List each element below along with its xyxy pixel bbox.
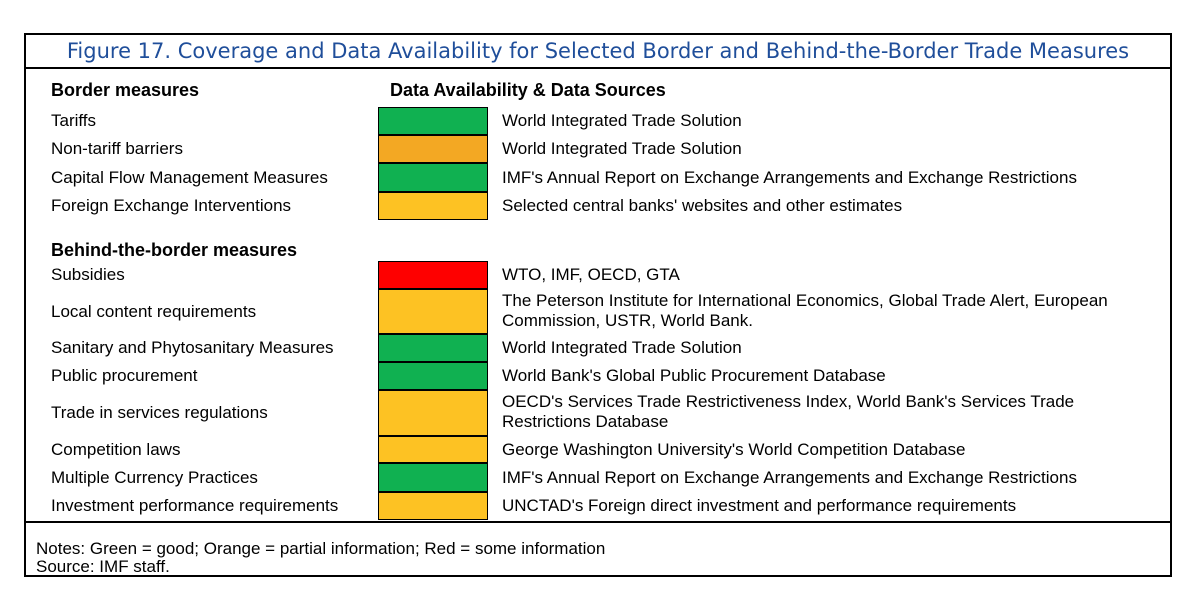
measure-row: Non-tariff barriers World Integrated Trad… [26, 135, 1170, 163]
data-source-text: World Integrated Trade Solution [502, 338, 742, 357]
measure-label: Subsidies [51, 265, 125, 284]
availability-swatch-yellow [378, 289, 488, 334]
data-source-text: George Washington University's World Com… [502, 440, 966, 459]
measure-row: Capital Flow Management Measures IMF's An… [26, 163, 1170, 192]
measure-row: Multiple Currency Practices IMF's Annual … [26, 463, 1170, 492]
measure-label: Public procurement [51, 366, 198, 385]
figure-title: Figure 17. Coverage and Data Availabilit… [26, 35, 1170, 69]
border-measures-header: Border measures [51, 80, 200, 100]
data-source-text: Selected central banks' websites and oth… [502, 196, 903, 215]
data-source-text: The Peterson Institute for International… [502, 291, 1108, 330]
figure-frame: Figure 17. Coverage and Data Availabilit… [24, 33, 1172, 577]
availability-swatch-red [378, 261, 488, 289]
measure-label: Capital Flow Management Measures [51, 168, 328, 187]
availability-swatch-orange [378, 135, 488, 163]
data-source-text: IMF's Annual Report on Exchange Arrangem… [502, 168, 1077, 187]
measure-label: Tariffs [51, 111, 97, 130]
measure-row: Public procurement World Bank's Global Pu… [26, 362, 1170, 390]
measure-label: Non-tariff barriers [51, 139, 183, 158]
data-source-text: IMF's Annual Report on Exchange Arrangem… [502, 468, 1077, 487]
availability-swatch-green [378, 107, 488, 135]
availability-swatch-green [378, 163, 488, 192]
availability-swatch-green [378, 334, 488, 362]
measure-label: Trade in services regulations [51, 403, 268, 422]
measure-label: Sanitary and Phytosanitary Measures [51, 338, 334, 357]
data-source-text: WTO, IMF, OECD, GTA [502, 265, 680, 284]
data-source-text: World Integrated Trade Solution [502, 139, 742, 158]
source-text: Source: IMF staff. [36, 557, 170, 576]
measure-label: Foreign Exchange Interventions [51, 196, 292, 215]
measure-row: Subsidies WTO, IMF, OECD, GTA [26, 261, 1170, 289]
measure-row: Local content requirements The Peterson I… [26, 289, 1170, 334]
availability-swatch-green [378, 362, 488, 390]
measure-label: Local content requirements [51, 302, 257, 321]
measure-label: Investment performance requirements [51, 496, 339, 515]
data-source-text: World Integrated Trade Solution [502, 111, 742, 130]
availability-swatch-green [378, 463, 488, 492]
notes-section: Notes: Green = good; Orange = partial in… [26, 521, 1170, 577]
availability-swatch-yellow [378, 390, 488, 436]
measure-row: Investment performance requirements UNCTA… [26, 492, 1170, 520]
availability-swatch-yellow [378, 492, 488, 520]
measure-row: Foreign Exchange Interventions Selected c… [26, 192, 1170, 220]
notes-text: Notes: Green = good; Orange = partial in… [36, 539, 606, 558]
measure-row: Sanitary and Phytosanitary Measures World… [26, 334, 1170, 362]
data-source-text: OECD's Services Trade Restrictiveness In… [502, 392, 1075, 431]
data-availability-header: Data Availability & Data Sources [390, 80, 666, 100]
measure-row: Tariffs World Integrated Trade Solution [26, 107, 1170, 135]
data-source-text: UNCTAD's Foreign direct investment and p… [502, 496, 1017, 515]
measure-label: Multiple Currency Practices [51, 468, 258, 487]
availability-swatch-yellow [378, 436, 488, 463]
data-source-text: World Bank's Global Public Procurement D… [502, 366, 886, 385]
measure-row: Trade in services regulations OECD's Serv… [26, 390, 1170, 436]
measure-row: Competition laws George Washington Univer… [26, 436, 1170, 463]
measure-label: Competition laws [51, 440, 181, 459]
availability-swatch-yellow [378, 192, 488, 220]
behind-border-measures-header: Behind-the-border measures [51, 240, 298, 260]
